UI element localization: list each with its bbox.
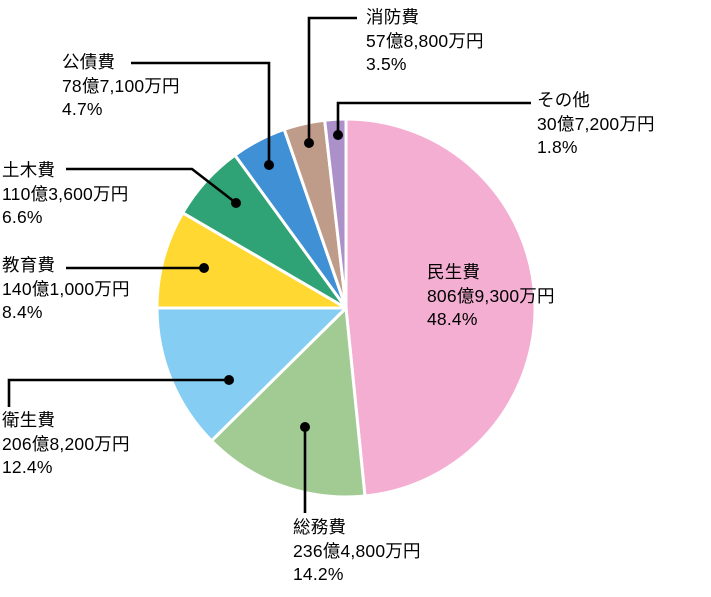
slice-percent: 8.4%: [2, 302, 43, 322]
slice-name: 消防費: [366, 7, 420, 27]
callout-soumu: 総務費 236億4,800万円 14.2%: [293, 516, 421, 587]
leader-line-doboku: [66, 167, 237, 205]
slice-amount: 78億7,100万円: [62, 75, 180, 96]
slice-name: 衛生費: [2, 410, 56, 430]
slice-percent: 12.4%: [2, 457, 53, 477]
slice-amount: 30億7,200万円: [537, 113, 655, 134]
leader-dot-doboku: [231, 198, 241, 208]
slice-percent: 48.4%: [427, 309, 478, 329]
slice-percent: 6.6%: [2, 207, 43, 227]
callout-doboku: 土木費 110億3,600万円 6.6%: [2, 159, 128, 230]
leader-dot-kyouiku: [199, 263, 209, 273]
slice-amount: 57億8,800万円: [366, 30, 484, 51]
slice-percent: 1.8%: [537, 137, 578, 157]
slice-name: その他: [537, 90, 591, 110]
slice-amount: 110億3,600万円: [2, 183, 129, 204]
pie-slice-0: [344, 117, 537, 498]
pie-slice-7: [323, 117, 348, 310]
leader-dot-eisei: [224, 375, 234, 385]
slice-amount: 206億8,200万円: [2, 433, 130, 454]
callout-shoubou: 消防費 57億8,800万円 3.5%: [366, 6, 484, 77]
slice-name: 総務費: [293, 517, 347, 537]
leader-dot-sonota: [333, 130, 343, 140]
callout-minsei: 民生費 806億9,300万円 48.4%: [427, 261, 555, 332]
leader-line-sonota: [336, 101, 531, 135]
slice-name: 土木費: [2, 160, 56, 180]
slice-percent: 14.2%: [293, 564, 344, 584]
callout-eisei: 衛生費 206億8,200万円 12.4%: [2, 409, 130, 480]
slice-name: 公債費: [62, 52, 116, 72]
leader-lines-group: [7, 16, 531, 513]
slice-amount: 806億9,300万円: [427, 285, 555, 306]
leader-dot-shoubou: [304, 138, 314, 148]
callout-kousai: 公債費 78億7,100万円 4.7%: [62, 51, 180, 122]
slice-name: 教育費: [2, 255, 56, 275]
leader-line-shoubou: [307, 16, 357, 143]
leader-line-kousai: [131, 61, 271, 165]
slice-percent: 3.5%: [366, 54, 407, 74]
slice-amount: 140億1,000万円: [2, 278, 130, 299]
slice-name: 民生費: [427, 262, 481, 282]
slice-amount: 236億4,800万円: [293, 540, 421, 561]
leader-line-eisei: [7, 378, 229, 407]
callout-kyouiku: 教育費 140億1,000万円 8.4%: [2, 254, 130, 325]
leader-dot-kousai: [264, 160, 274, 170]
callout-sonota: その他 30億7,200万円 1.8%: [537, 89, 655, 160]
leader-dot-soumu: [300, 422, 310, 432]
pie-slice-3: [155, 211, 348, 310]
pie-slice-1: [210, 306, 367, 499]
slice-percent: 4.7%: [62, 99, 103, 119]
